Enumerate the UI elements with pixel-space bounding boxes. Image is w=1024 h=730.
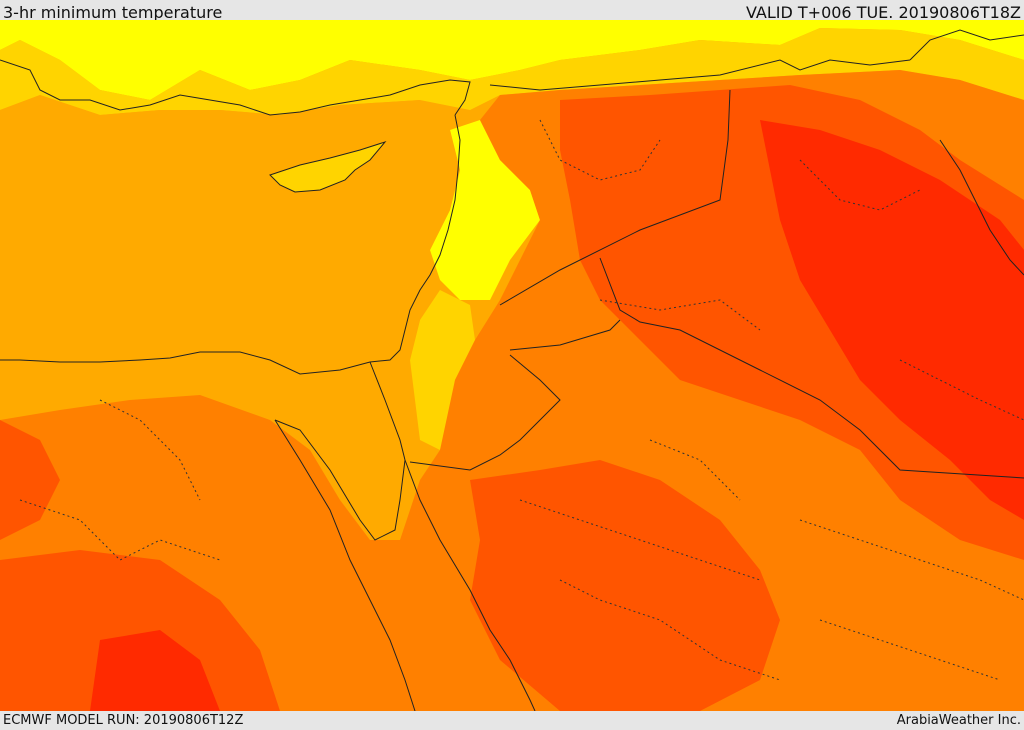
border-syria-iraq	[499, 89, 731, 306]
field-gold-levant	[410, 290, 475, 450]
model-run-label: ECMWF MODEL RUN: 20190806T12Z	[3, 713, 244, 728]
map-header: 3-hr minimum temperature VALID T+006 TUE…	[0, 0, 1024, 20]
map-canvas	[0, 20, 1024, 711]
admin-boundaries	[19, 119, 1024, 681]
map-title: 3-hr minimum temperature	[3, 3, 223, 20]
field-yellow-turkey	[0, 20, 1024, 100]
border-jordan-saudi	[409, 319, 621, 471]
temperature-map[interactable]	[0, 20, 1024, 711]
valid-time-label: VALID T+006 TUE. 20190806T18Z	[745, 3, 1021, 20]
field-yellow-levant	[430, 120, 540, 300]
coastline-turkey	[0, 59, 471, 116]
field-dark-orange-sudan	[0, 550, 280, 711]
border-turkey-syria	[489, 59, 911, 91]
field-dark-orange-arabia	[470, 460, 780, 711]
coastline-sinai	[274, 419, 406, 541]
field-red-sudan	[90, 630, 220, 711]
credit-label: ArabiaWeather Inc.	[896, 713, 1021, 728]
coastline-levant	[0, 114, 461, 375]
border-egypt-israel	[369, 361, 406, 461]
field-gold-turkey	[0, 28, 1024, 115]
mediterranean-sea	[0, 95, 460, 372]
cyprus-island	[269, 141, 387, 193]
field-red-iraq	[760, 120, 1024, 520]
map-footer: ECMWF MODEL RUN: 20190806T12Z ArabiaWeat…	[0, 711, 1024, 729]
border-jordan-iraq-saudi	[599, 257, 1024, 479]
field-dark-orange-egypt	[0, 420, 60, 540]
coastline-caspian-north	[909, 29, 1024, 61]
coastline-gulf	[939, 139, 1024, 276]
coastline-red-sea-west	[274, 419, 416, 711]
coastline-red-sea-east	[404, 459, 536, 711]
